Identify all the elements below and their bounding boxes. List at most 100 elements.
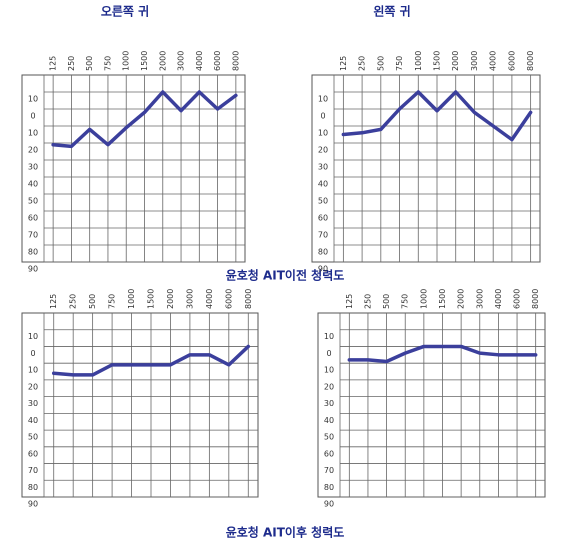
- y-tick-label: 60: [28, 214, 38, 223]
- y-tick-label: 70: [324, 466, 334, 475]
- left-ear-header: 왼쪽 귀: [373, 4, 410, 19]
- y-tick-label: 60: [28, 449, 38, 458]
- hearing-line: [341, 90, 533, 142]
- y-tick-label: 30: [318, 163, 328, 172]
- y-tick-label: 20: [324, 382, 334, 391]
- x-tick-label: 4000: [494, 289, 503, 309]
- x-tick-label: 2000: [158, 51, 167, 71]
- y-tick-label: 10: [324, 366, 334, 375]
- y-tick-label: 10: [318, 95, 328, 104]
- y-tick-label: 80: [318, 248, 328, 257]
- y-tick-label: 20: [28, 382, 38, 391]
- x-tick-label: 3000: [475, 289, 484, 309]
- x-tick-label: 1000: [127, 289, 136, 309]
- x-tick-label: 750: [103, 56, 112, 71]
- x-tick-label: 8000: [526, 51, 535, 71]
- x-tick-label: 125: [49, 56, 58, 71]
- x-tick-label: 3000: [185, 289, 194, 309]
- y-tick-label: 40: [28, 416, 38, 425]
- x-tick-label: 1500: [140, 51, 149, 71]
- right-ear-header: 오른쪽 귀: [101, 4, 149, 19]
- x-tick-label: 500: [88, 294, 97, 309]
- y-tick-label: 50: [318, 197, 328, 206]
- y-tick-label: 80: [28, 483, 38, 492]
- hearing-line: [51, 344, 251, 377]
- y-tick-label: 50: [324, 433, 334, 442]
- y-tick-label: 10: [28, 95, 38, 104]
- x-tick-label: 6000: [507, 51, 516, 71]
- y-tick-label: 90: [324, 500, 334, 509]
- y-tick-label: 90: [28, 500, 38, 509]
- plot-frame: [317, 312, 546, 498]
- x-tick-label: 125: [49, 294, 58, 309]
- x-tick-label: 750: [395, 56, 404, 71]
- y-tick-label: 90: [318, 265, 328, 274]
- y-tick-label: 40: [324, 416, 334, 425]
- y-tick-label: 70: [28, 466, 38, 475]
- x-tick-label: 8000: [231, 51, 240, 71]
- y-tick-label: 50: [28, 433, 38, 442]
- x-tick-label: 8000: [531, 289, 540, 309]
- y-tick-label: 0: [30, 349, 35, 358]
- y-tick-label: 60: [324, 449, 334, 458]
- y-tick-label: 60: [318, 214, 328, 223]
- x-tick-label: 4000: [195, 51, 204, 71]
- y-tick-label: 10: [28, 129, 38, 138]
- y-tick-label: 40: [318, 180, 328, 189]
- x-tick-label: 1000: [419, 289, 428, 309]
- y-tick-label: 30: [28, 399, 38, 408]
- plot-frame: [21, 312, 259, 498]
- x-tick-label: 125: [345, 294, 354, 309]
- x-tick-label: 6000: [513, 289, 522, 309]
- x-tick-label: 6000: [213, 51, 222, 71]
- y-tick-label: 10: [28, 332, 38, 341]
- x-tick-label: 2000: [457, 289, 466, 309]
- y-tick-label: 80: [28, 248, 38, 257]
- y-tick-label: 30: [324, 399, 334, 408]
- y-tick-label: 0: [30, 112, 35, 121]
- plot-frame: [311, 74, 541, 263]
- y-tick-label: 30: [28, 163, 38, 172]
- y-tick-label: 70: [318, 231, 328, 240]
- y-tick-label: 50: [28, 197, 38, 206]
- x-tick-label: 1000: [122, 51, 131, 71]
- x-tick-label: 3000: [177, 51, 186, 71]
- x-tick-label: 8000: [244, 289, 253, 309]
- x-tick-label: 250: [358, 56, 367, 71]
- x-tick-label: 6000: [224, 289, 233, 309]
- y-tick-label: 0: [326, 349, 331, 358]
- x-tick-label: 1000: [414, 51, 423, 71]
- x-tick-label: 1500: [147, 289, 156, 309]
- x-tick-label: 750: [401, 294, 410, 309]
- y-tick-label: 80: [324, 483, 334, 492]
- x-tick-label: 2000: [166, 289, 175, 309]
- x-tick-label: 500: [376, 56, 385, 71]
- y-tick-label: 0: [320, 112, 325, 121]
- x-tick-label: 250: [363, 294, 372, 309]
- x-tick-label: 2000: [451, 51, 460, 71]
- x-tick-label: 750: [108, 294, 117, 309]
- x-tick-label: 250: [69, 294, 78, 309]
- x-tick-label: 500: [382, 294, 391, 309]
- x-tick-label: 250: [67, 56, 76, 71]
- x-tick-label: 4000: [205, 289, 214, 309]
- hearing-line: [347, 344, 538, 364]
- caption-before: 윤호청 AIT이전 청력도: [226, 268, 345, 283]
- y-tick-label: 20: [28, 146, 38, 155]
- x-tick-label: 1500: [438, 289, 447, 309]
- x-tick-label: 125: [339, 56, 348, 71]
- y-tick-label: 70: [28, 231, 38, 240]
- x-tick-label: 1500: [433, 51, 442, 71]
- x-tick-label: 500: [85, 56, 94, 71]
- hearing-line: [51, 90, 238, 149]
- y-tick-label: 40: [28, 180, 38, 189]
- y-tick-label: 10: [28, 366, 38, 375]
- x-tick-label: 3000: [470, 51, 479, 71]
- y-tick-label: 90: [28, 265, 38, 274]
- y-tick-label: 10: [324, 332, 334, 341]
- x-tick-label: 4000: [489, 51, 498, 71]
- y-tick-label: 20: [318, 146, 328, 155]
- caption-after: 윤호청 AIT이후 청력도: [226, 525, 345, 540]
- y-tick-label: 10: [318, 129, 328, 138]
